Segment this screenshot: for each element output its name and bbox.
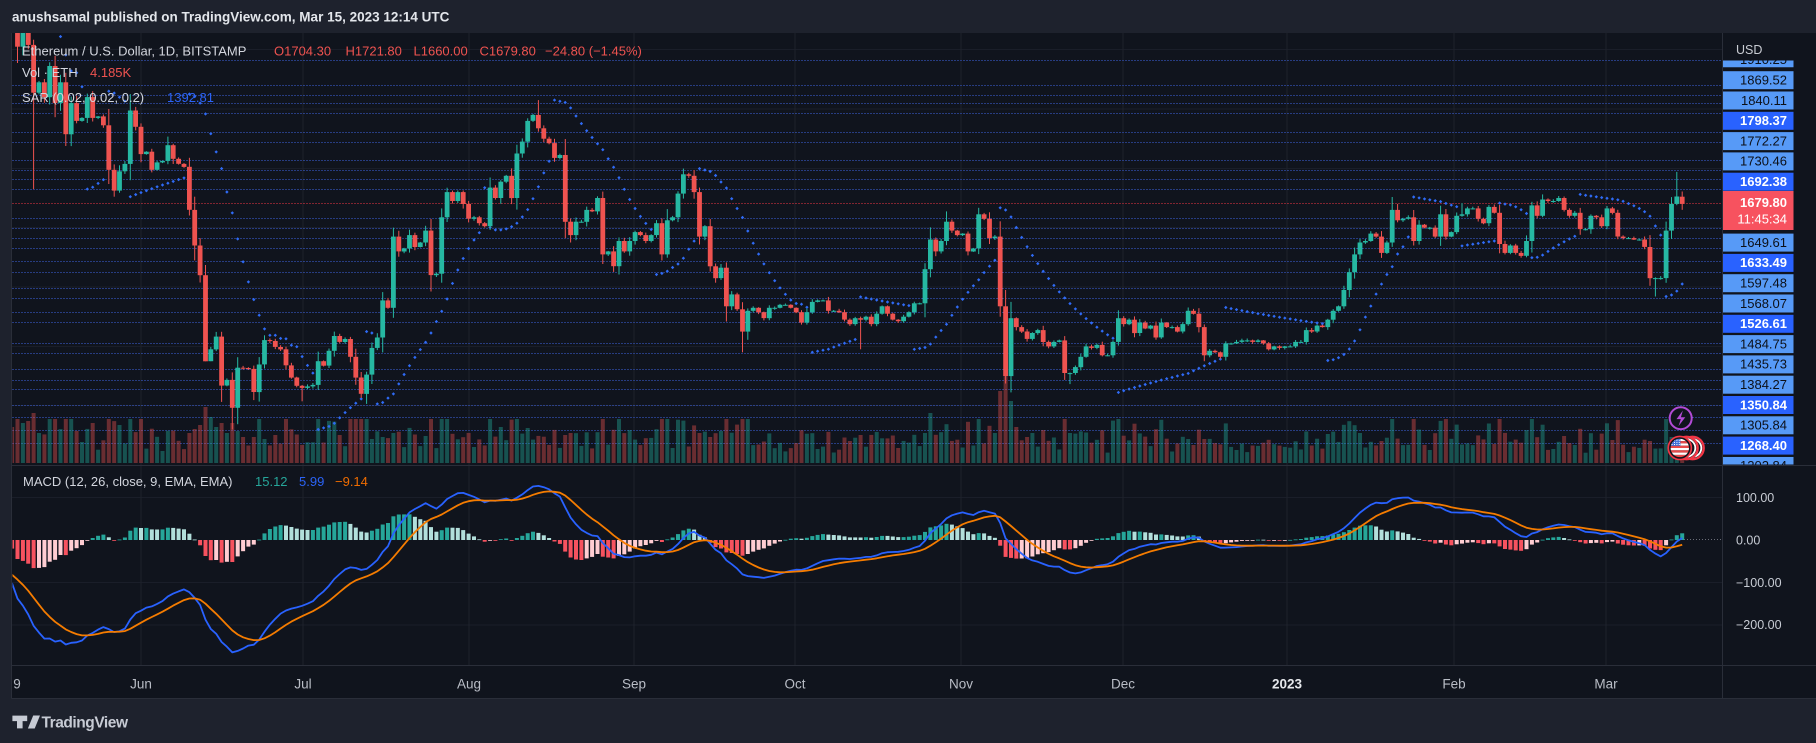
svg-text:1649.61: 1649.61	[1740, 235, 1787, 250]
svg-text:MACD (12, 26, close, 9, EMA, E: MACD (12, 26, close, 9, EMA, EMA)	[23, 474, 233, 489]
svg-text:Vol · ETH: Vol · ETH	[22, 65, 78, 80]
svg-text:O1704.30: O1704.30	[274, 44, 331, 59]
svg-text:Mar: Mar	[1594, 677, 1618, 692]
svg-text:1772.27: 1772.27	[1740, 133, 1787, 148]
svg-text:1268.40: 1268.40	[1740, 438, 1787, 453]
svg-text:L1660.00: L1660.00	[414, 44, 468, 59]
svg-text:SAR (0.02, 0.02, 0.2): SAR (0.02, 0.02, 0.2)	[22, 90, 144, 105]
svg-text:1526.61: 1526.61	[1740, 316, 1787, 331]
svg-text:15.12: 15.12	[255, 474, 288, 489]
svg-text:4.185K: 4.185K	[90, 65, 132, 80]
svg-text:1692.38: 1692.38	[1740, 174, 1787, 189]
svg-text:1484.75: 1484.75	[1740, 336, 1787, 351]
svg-text:1305.84: 1305.84	[1740, 418, 1787, 433]
svg-text:1679.80: 1679.80	[1740, 195, 1787, 210]
svg-text:Nov: Nov	[949, 677, 973, 692]
svg-text:100.00: 100.00	[1736, 491, 1774, 505]
svg-text:1869.52: 1869.52	[1740, 73, 1787, 88]
svg-text:0.00: 0.00	[1736, 533, 1760, 547]
svg-text:C1679.80: C1679.80	[480, 44, 536, 59]
svg-text:H1721.80: H1721.80	[346, 44, 402, 59]
svg-text:1350.84: 1350.84	[1740, 397, 1788, 412]
svg-text:−9.14: −9.14	[335, 474, 368, 489]
svg-text:Ethereum / U.S. Dollar, 1D, BI: Ethereum / U.S. Dollar, 1D, BITSTAMP	[22, 44, 246, 59]
svg-text:2023: 2023	[1272, 677, 1303, 692]
svg-text:−24.80 (−1.45%): −24.80 (−1.45%)	[545, 44, 642, 59]
svg-text:−200.00: −200.00	[1736, 618, 1782, 632]
svg-text:Oct: Oct	[784, 677, 805, 692]
svg-text:1798.37: 1798.37	[1740, 113, 1787, 128]
svg-text:TradingView: TradingView	[42, 715, 129, 732]
svg-text:9: 9	[13, 677, 21, 692]
svg-text:1840.11: 1840.11	[1741, 93, 1787, 108]
svg-text:1435.73: 1435.73	[1740, 357, 1787, 372]
svg-text:Jul: Jul	[294, 677, 311, 692]
svg-text:1384.27: 1384.27	[1740, 377, 1787, 392]
svg-text:1633.49: 1633.49	[1740, 255, 1787, 270]
svg-text:USD: USD	[1736, 43, 1762, 57]
svg-text:anushsamal published on Tradin: anushsamal published on TradingView.com,…	[12, 10, 450, 25]
svg-text:1730.46: 1730.46	[1740, 154, 1787, 169]
svg-text:Dec: Dec	[1111, 677, 1135, 692]
svg-text:−100.00: −100.00	[1736, 576, 1782, 590]
svg-text:1392.81: 1392.81	[167, 90, 214, 105]
svg-text:1910.25: 1910.25	[1740, 52, 1787, 67]
svg-text:1568.07: 1568.07	[1740, 296, 1787, 311]
svg-text:1597.48: 1597.48	[1740, 276, 1787, 291]
svg-text:5.99: 5.99	[299, 474, 324, 489]
svg-text:1202.84: 1202.84	[1740, 458, 1787, 473]
svg-text:Sep: Sep	[622, 677, 646, 692]
svg-text:11:45:34: 11:45:34	[1737, 212, 1787, 227]
svg-text:Jun: Jun	[130, 677, 152, 692]
svg-text:Aug: Aug	[457, 677, 481, 692]
svg-text:Feb: Feb	[1442, 677, 1465, 692]
